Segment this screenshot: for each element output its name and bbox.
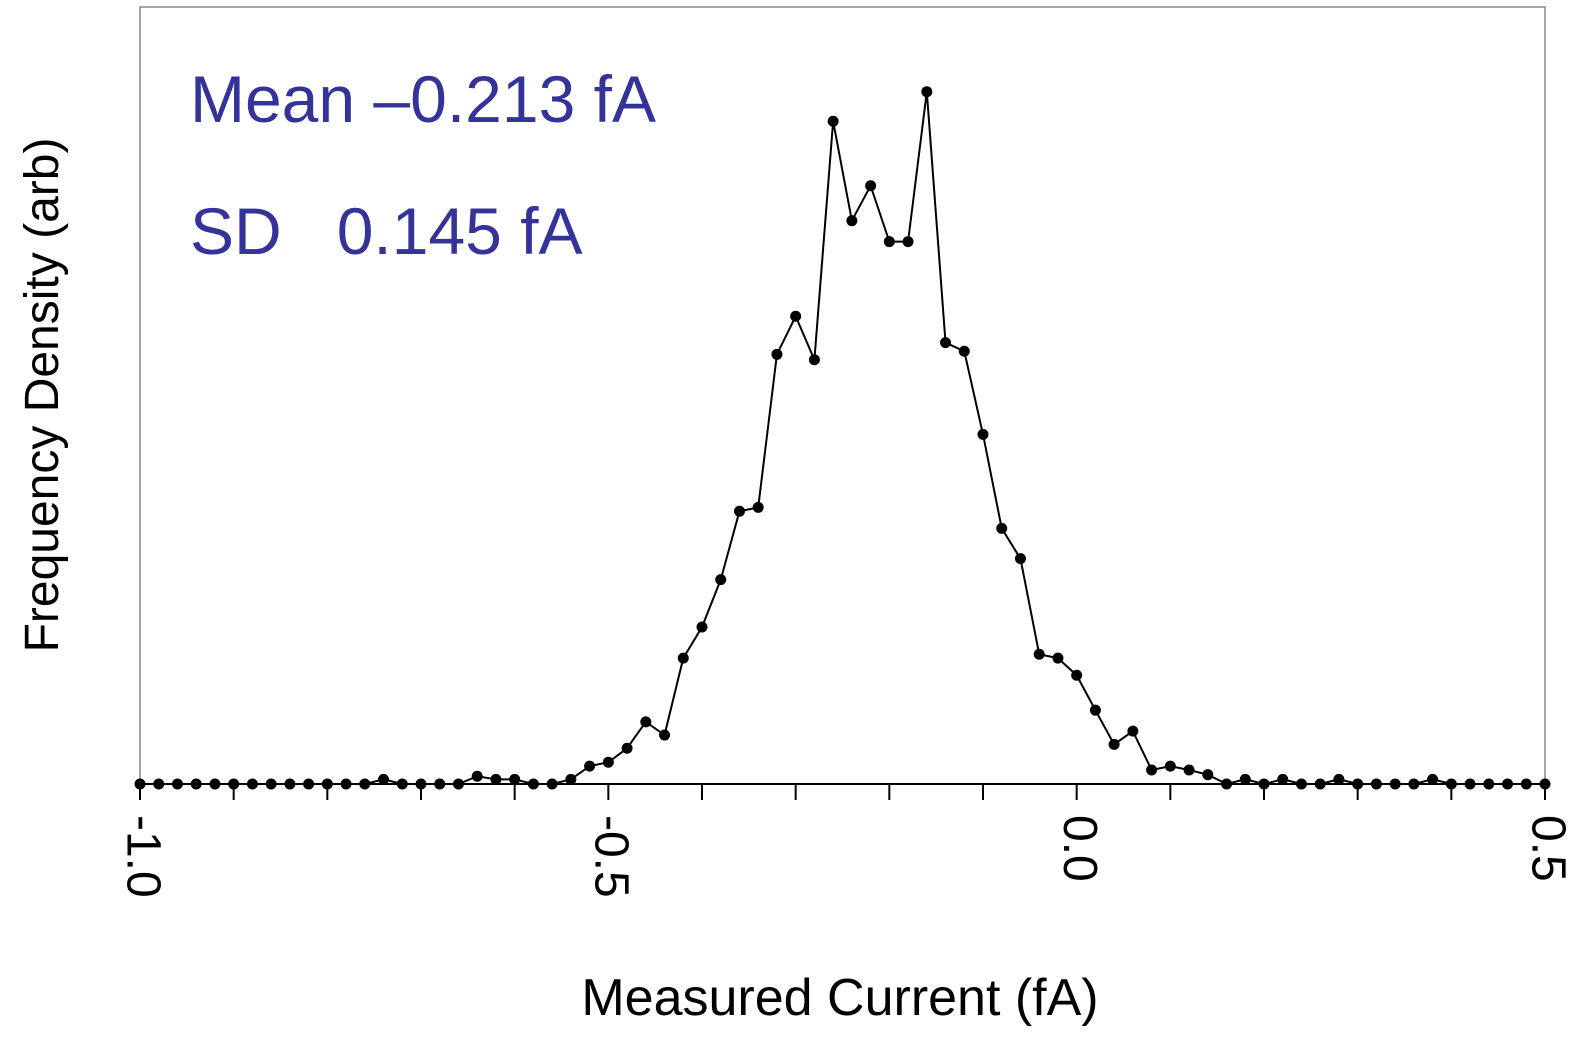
data-point [958, 345, 970, 357]
data-point [1464, 778, 1476, 790]
x-axis-label: Measured Current (fA) [581, 969, 1098, 1027]
data-point [808, 354, 820, 366]
data-point [677, 652, 689, 664]
data-point [1502, 778, 1514, 790]
data-point [659, 729, 671, 741]
data-point [640, 716, 652, 728]
data-point [509, 773, 521, 785]
data-point [527, 778, 539, 790]
data-point [434, 778, 446, 790]
data-point [1352, 778, 1364, 790]
data-point [228, 778, 240, 790]
data-point [1370, 778, 1382, 790]
data-point [471, 770, 483, 782]
data-point [1052, 652, 1064, 664]
data-point [940, 337, 952, 349]
x-tick-label: 0.0 [1053, 815, 1106, 882]
data-point [209, 778, 221, 790]
data-point [883, 236, 895, 248]
data-point [190, 778, 202, 790]
data-point [171, 778, 183, 790]
data-point [584, 760, 596, 772]
data-point [1108, 738, 1120, 750]
data-point [153, 778, 165, 790]
data-point [696, 621, 708, 633]
data-point [865, 180, 877, 192]
data-point [1071, 669, 1083, 681]
data-point [902, 236, 914, 248]
data-point [340, 778, 352, 790]
data-point [1164, 760, 1176, 772]
data-point [303, 778, 315, 790]
data-point [1146, 764, 1158, 776]
data-point [771, 348, 783, 360]
data-point [621, 742, 633, 754]
data-point [378, 773, 390, 785]
annotation: SD 0.145 fA [190, 194, 583, 268]
data-point [265, 778, 277, 790]
data-point [565, 773, 577, 785]
data-point [1445, 778, 1457, 790]
data-point [1389, 778, 1401, 790]
data-point [284, 778, 296, 790]
data-point [1183, 764, 1195, 776]
data-point [1239, 773, 1251, 785]
data-point [846, 215, 858, 227]
data-point [827, 115, 839, 127]
data-point [1202, 769, 1214, 781]
data-point [1277, 773, 1289, 785]
data-point [1427, 773, 1439, 785]
data-point [977, 428, 989, 440]
y-axis-label: Frequency Density (arb) [16, 138, 69, 653]
data-point [1127, 725, 1139, 737]
data-point [359, 778, 371, 790]
data-point [715, 574, 727, 586]
x-tick-label: -0.5 [585, 815, 638, 898]
annotation: Mean –0.213 fA [190, 62, 656, 136]
data-point [790, 310, 802, 322]
data-point [1539, 778, 1551, 790]
data-point [752, 501, 764, 513]
data-point [134, 778, 146, 790]
x-tick-label: -1.0 [116, 815, 169, 898]
data-point [452, 778, 464, 790]
data-point [246, 778, 258, 790]
data-point [1089, 704, 1101, 716]
x-tick-label: 0.5 [1521, 815, 1574, 882]
data-point [1408, 778, 1420, 790]
data-point [1295, 778, 1307, 790]
data-point [1033, 648, 1045, 660]
data-point [1014, 553, 1026, 565]
data-point [1314, 778, 1326, 790]
data-point [921, 86, 933, 98]
data-point [1520, 778, 1532, 790]
data-point [733, 505, 745, 517]
data-point [546, 778, 558, 790]
data-point [1483, 778, 1495, 790]
data-point [1258, 778, 1270, 790]
data-point [602, 756, 614, 768]
data-point [490, 773, 502, 785]
data-point [1333, 773, 1345, 785]
data-line [140, 91, 1545, 786]
data-point [321, 778, 333, 790]
data-point [996, 522, 1008, 534]
data-point [415, 778, 427, 790]
data-point [1221, 778, 1233, 790]
data-point [396, 778, 408, 790]
